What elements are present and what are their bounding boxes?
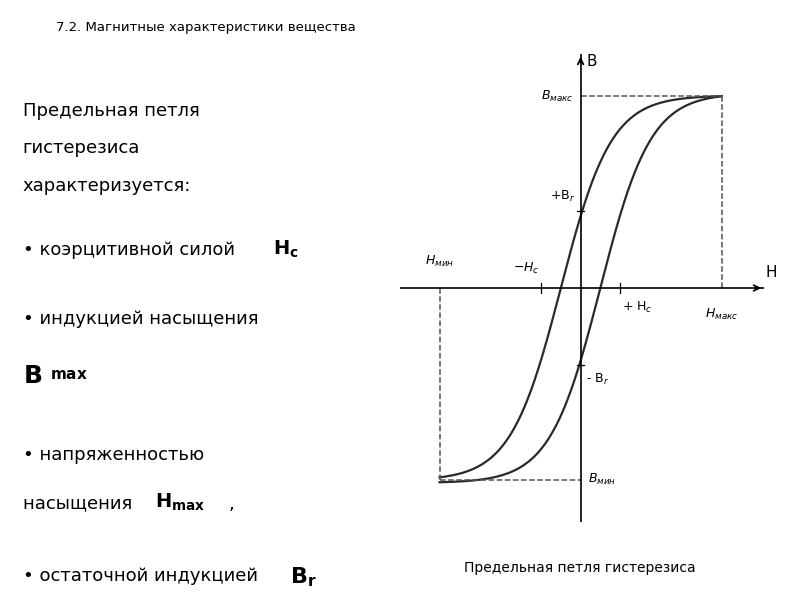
- Text: характеризуется:: характеризуется:: [22, 177, 191, 195]
- Text: насыщения: насыщения: [22, 494, 138, 512]
- Text: $\mathit{\mathbf{max}}$: $\mathit{\mathbf{max}}$: [50, 367, 88, 382]
- Text: • индукцией насыщения: • индукцией насыщения: [22, 310, 258, 328]
- Text: $\mathit{\mathbf{B}}$: $\mathit{\mathbf{B}}$: [22, 364, 42, 388]
- Text: H: H: [766, 265, 777, 280]
- Text: $H_{мин}$: $H_{мин}$: [425, 254, 454, 269]
- Text: B: B: [586, 54, 597, 69]
- Text: Предельная петля: Предельная петля: [22, 102, 199, 120]
- Text: $\mathit{\mathbf{B_r}}$: $\mathit{\mathbf{B_r}}$: [290, 565, 316, 589]
- Text: +B$_r$: +B$_r$: [550, 188, 575, 203]
- Text: - B$_r$: - B$_r$: [586, 373, 610, 388]
- Text: • коэрцитивной силой: • коэрцитивной силой: [22, 241, 241, 259]
- Text: гистерезиса: гистерезиса: [22, 139, 140, 157]
- Text: $\mathit{\mathbf{H_c}}$: $\mathit{\mathbf{H_c}}$: [273, 238, 298, 260]
- Text: • напряженностью: • напряженностью: [22, 446, 204, 464]
- Text: ,: ,: [229, 494, 234, 512]
- Text: $\mathit{\mathbf{H_{max}}}$: $\mathit{\mathbf{H_{max}}}$: [155, 492, 206, 513]
- Text: $B_{макс}$: $B_{макс}$: [541, 89, 574, 104]
- Text: + H$_c$: + H$_c$: [622, 299, 652, 314]
- Text: • остаточной индукцией: • остаточной индукцией: [22, 566, 263, 584]
- Text: Предельная петля гистерезиса: Предельная петля гистерезиса: [464, 561, 696, 575]
- Text: $-H_c$: $-H_c$: [513, 262, 540, 277]
- Text: $H_{макс}$: $H_{макс}$: [705, 307, 738, 322]
- Text: 7.2. Магнитные характеристики вещества: 7.2. Магнитные характеристики вещества: [56, 21, 356, 34]
- Text: $B_{мин}$: $B_{мин}$: [588, 472, 616, 487]
